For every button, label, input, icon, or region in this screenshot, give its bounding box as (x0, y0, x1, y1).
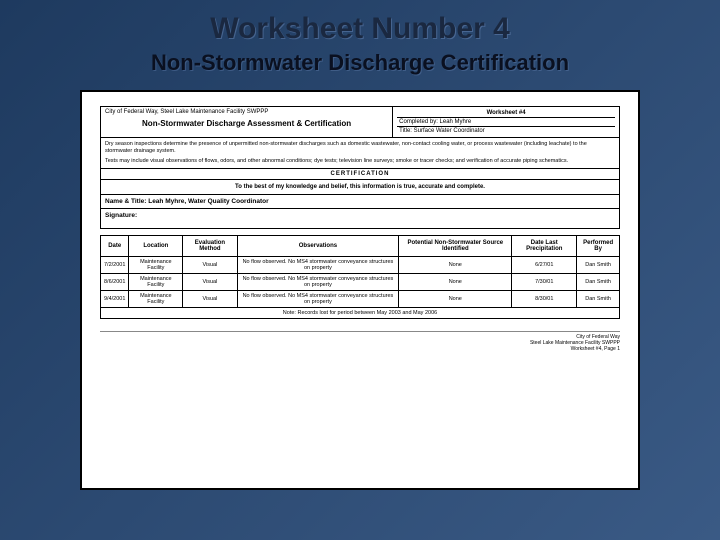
table-row: 7/2/2001Maintenance FacilityVisualNo flo… (101, 257, 620, 274)
col-date: Date (101, 236, 129, 257)
completed-by: Completed by: Leah Myhre (397, 118, 615, 127)
table-cell: Maintenance Facility (129, 274, 183, 291)
table-cell: 6/27/01 (512, 257, 577, 274)
description-box: Dry season inspections determine the pre… (100, 138, 620, 169)
table-cell: None (399, 257, 512, 274)
col-observations: Observations (237, 236, 399, 257)
table-header-row: Date Location Evaluation Method Observat… (101, 236, 620, 257)
table-cell: Maintenance Facility (129, 291, 183, 308)
table-note: Note: Records lost for period between Ma… (101, 308, 620, 319)
table-cell: Maintenance Facility (129, 257, 183, 274)
form-title: Non-Stormwater Discharge Assessment & Ce… (105, 115, 388, 132)
document-footer: City of Federal Way Steel Lake Maintenan… (100, 331, 620, 352)
table-row: 8/6/2001Maintenance FacilityVisualNo flo… (101, 274, 620, 291)
slide-subtitle: Non-Stormwater Discharge Certification (0, 46, 720, 76)
table-cell: 7/2/2001 (101, 257, 129, 274)
completed-title: Title: Surface Water Coordinator (397, 127, 615, 135)
table-cell: Dan Smith (577, 257, 620, 274)
table-cell: 9/4/2001 (101, 291, 129, 308)
table-cell: Dan Smith (577, 291, 620, 308)
col-location: Location (129, 236, 183, 257)
table-cell: No flow observed. No MS4 stormwater conv… (237, 291, 399, 308)
signature-line: Signature: (100, 209, 620, 229)
header-row: City of Federal Way, Steel Lake Maintena… (100, 106, 620, 138)
desc-p1: Dry season inspections determine the pre… (105, 141, 615, 155)
table-cell: No flow observed. No MS4 stormwater conv… (237, 257, 399, 274)
footer-page: Worksheet #4, Page 1 (100, 346, 620, 352)
table-cell: None (399, 274, 512, 291)
table-cell: 8/30/01 (512, 291, 577, 308)
data-table: Date Location Evaluation Method Observat… (100, 235, 620, 319)
table-cell: Visual (183, 274, 237, 291)
table-cell: Visual (183, 291, 237, 308)
table-note-row: Note: Records lost for period between Ma… (101, 308, 620, 319)
table-cell: No flow observed. No MS4 stormwater conv… (237, 274, 399, 291)
worksheet-label: Worksheet #4 (397, 109, 615, 118)
col-method: Evaluation Method (183, 236, 237, 257)
table-cell: Dan Smith (577, 274, 620, 291)
table-cell: 8/6/2001 (101, 274, 129, 291)
name-title-line: Name & Title: Leah Myhre, Water Quality … (100, 195, 620, 209)
desc-p2: Tests may include visual observations of… (105, 158, 615, 165)
table-cell: Visual (183, 257, 237, 274)
certification-statement: To the best of my knowledge and belief, … (100, 180, 620, 195)
certification-label: CERTIFICATION (100, 169, 620, 180)
col-precip: Date Last Precipitation (512, 236, 577, 257)
table-cell: 7/30/01 (512, 274, 577, 291)
slide-title: Worksheet Number 4 (0, 0, 720, 46)
col-source: Potential Non-Stormwater Source Identifi… (399, 236, 512, 257)
table-row: 9/4/2001Maintenance FacilityVisualNo flo… (101, 291, 620, 308)
table-cell: None (399, 291, 512, 308)
document-image: City of Federal Way, Steel Lake Maintena… (80, 90, 640, 490)
col-by: Performed By (577, 236, 620, 257)
